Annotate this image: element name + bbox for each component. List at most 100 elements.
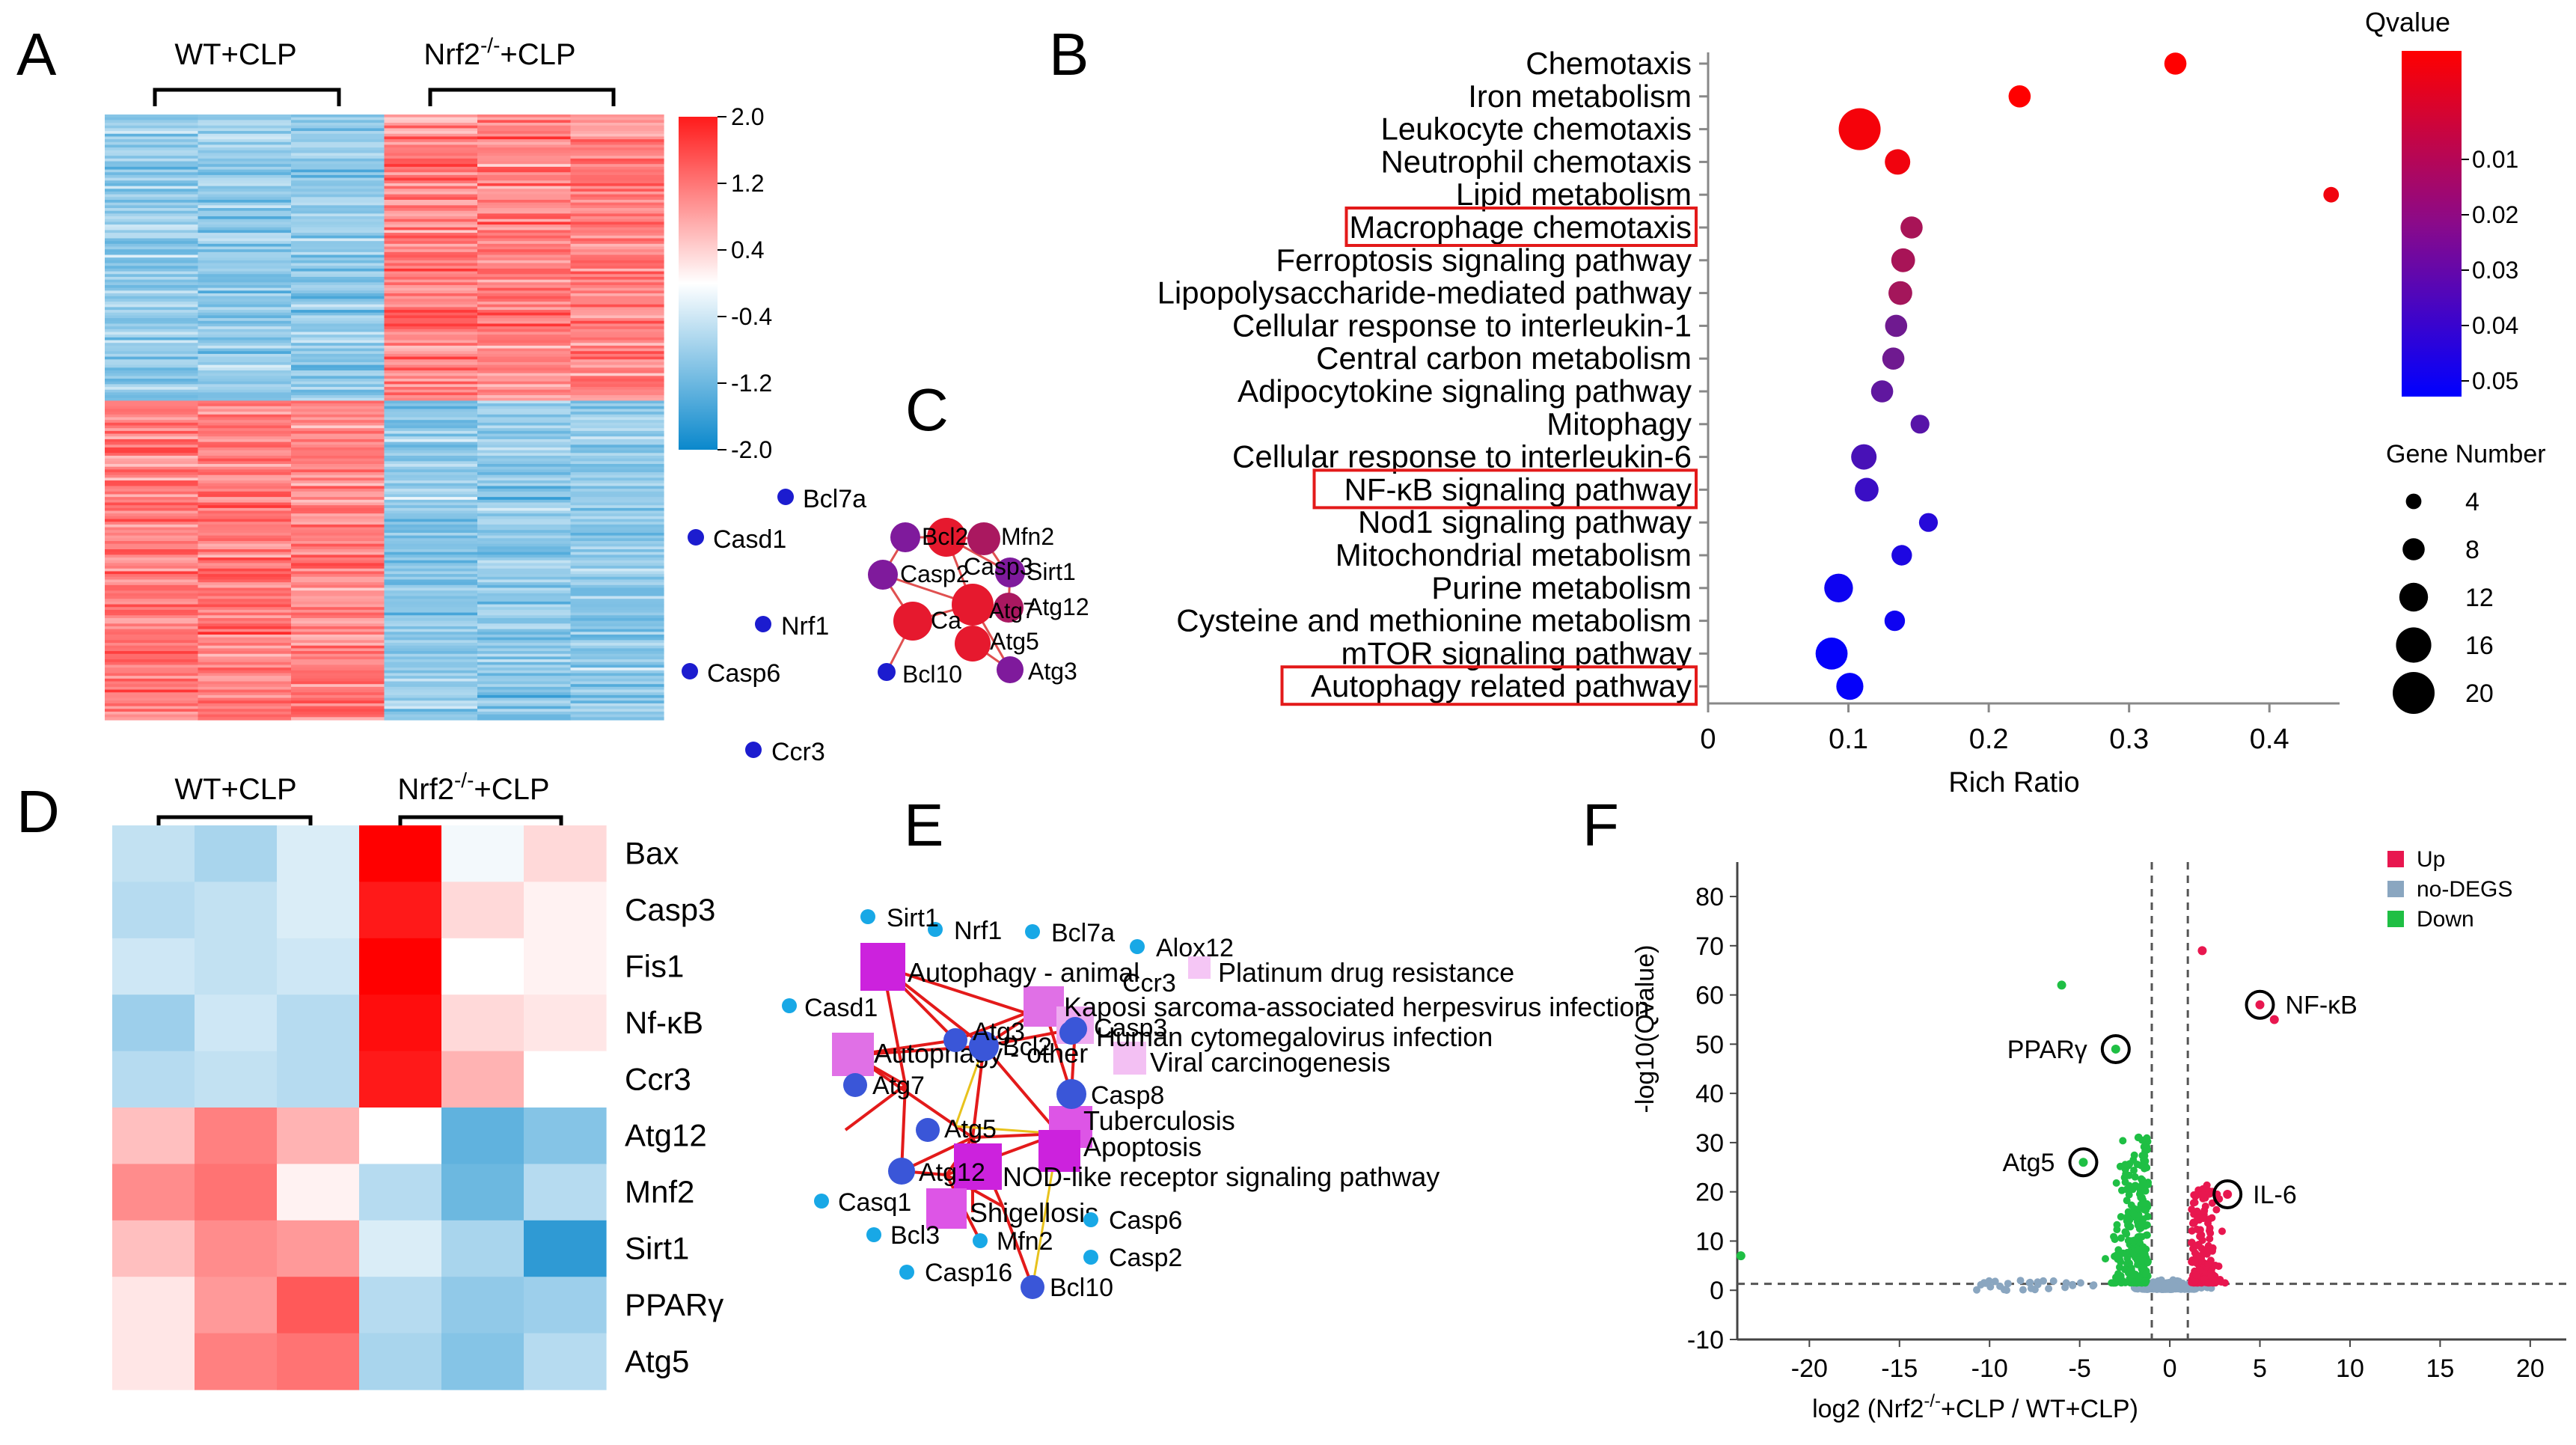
- heatmap-a-cell: [105, 472, 199, 476]
- heatmap-a-cell: [105, 620, 199, 624]
- volcano-point-nodeg: [1986, 1283, 1995, 1291]
- heatmap-a-cell: [477, 612, 572, 616]
- heatmap-a-cell: [384, 524, 478, 528]
- volcano-point-down: [2136, 1256, 2144, 1265]
- heatmap-a-cell: [198, 464, 292, 468]
- heatmap-a-cell: [291, 480, 385, 484]
- heatmap-a-cell: [570, 315, 664, 319]
- heatmap-a-cell: [570, 494, 664, 498]
- volcano-point-down: [2133, 1161, 2141, 1168]
- network-e-node-bcl7a: [1025, 924, 1040, 939]
- heatmap-a-cell: [570, 318, 664, 322]
- heatmap-a-cell: [384, 150, 478, 154]
- volcano-point-down: [2123, 1213, 2132, 1221]
- volcano-point-down: [2138, 1178, 2147, 1186]
- heatmap-a-cell: [570, 227, 664, 231]
- heatmap-a-cell: [105, 174, 199, 179]
- heatmap-a-cell: [105, 257, 199, 261]
- heatmap-a-cell: [198, 681, 292, 685]
- heatmap-a-cell: [384, 395, 478, 399]
- heatmap-a-cell: [198, 174, 292, 179]
- heatmap-a-cell: [570, 279, 664, 283]
- heatmap-a-cell: [105, 208, 199, 212]
- heatmap-a-cell: [291, 557, 385, 561]
- heatmap-a-cell: [198, 364, 292, 368]
- heatmap-a-cell: [291, 494, 385, 498]
- heatmap-a-cell: [105, 703, 199, 707]
- heatmap-a-cell: [105, 307, 199, 311]
- heatmap-a-cell: [105, 667, 199, 671]
- heatmap-a-cell: [291, 450, 385, 453]
- heatmap-a-cell: [291, 472, 385, 476]
- heatmap-a-cell: [384, 271, 478, 275]
- heatmap-d-cell: [359, 938, 442, 995]
- heatmap-a-cell: [198, 535, 292, 539]
- heatmap-a-cell: [477, 477, 572, 481]
- heatmap-a-cell: [198, 560, 292, 563]
- heatmap-a-cell: [384, 131, 478, 135]
- heatmap-a-cell: [291, 400, 385, 404]
- heatmap-a-cell: [384, 676, 478, 679]
- heatmap-d-cell: [524, 938, 607, 995]
- heatmap-a-cell: [570, 566, 664, 569]
- heatmap-d-cell: [277, 825, 360, 882]
- network-c-label-atg5: Atg5: [990, 628, 1039, 655]
- heatmap-a-cell: [477, 373, 572, 376]
- volcano-point-up: [2196, 1266, 2204, 1274]
- heatmap-a-cell: [291, 571, 385, 575]
- heatmap-a-cell: [291, 609, 385, 614]
- volcano-xlabel-tail: +CLP / WT+CLP): [1941, 1395, 2138, 1423]
- heatmap-a-cell: [477, 516, 572, 520]
- heatmap-a-cell: [570, 370, 664, 374]
- heatmap-a-cell: [477, 216, 572, 220]
- heatmap-a-cell: [477, 409, 572, 412]
- heatmap-a-cells: [105, 114, 664, 721]
- heatmap-a-cell: [570, 700, 664, 704]
- heatmap-a-cell: [384, 222, 478, 225]
- heatmap-a-cell: [384, 367, 478, 371]
- heatmap-a-cell: [291, 659, 385, 663]
- heatmap-a-cell: [105, 629, 199, 632]
- heatmap-d-cell: [195, 825, 278, 882]
- heatmap-a-cell: [384, 194, 478, 198]
- heatmap-a-cell: [291, 662, 385, 666]
- heatmap-a-cell: [384, 120, 478, 123]
- volcano-point-nodeg: [2016, 1277, 2025, 1285]
- heatmap-a-cell: [477, 568, 572, 572]
- heatmap-a-cell: [570, 502, 664, 506]
- heatmap-a-cell: [198, 596, 292, 599]
- bubble-point: [1900, 216, 1923, 239]
- heatmap-a-cell: [477, 287, 572, 291]
- heatmap-a-cell: [570, 425, 664, 429]
- bubble-term-label: Nod1 signaling pathway: [1358, 504, 1692, 540]
- heatmap-a-cell: [570, 612, 664, 616]
- heatmap-a-cell: [384, 123, 478, 126]
- heatmap-a-cell: [105, 284, 199, 289]
- heatmap-a-cell: [198, 555, 292, 558]
- bubble-term-label: Macrophage chemotaxis: [1349, 210, 1692, 245]
- heatmap-a-cell: [570, 563, 664, 566]
- heatmap-d-cell: [195, 995, 278, 1052]
- network-e-node-casp3: [1059, 1021, 1083, 1045]
- heatmap-a-cell: [291, 464, 385, 468]
- volcano-highlight-ring: [2068, 1147, 2099, 1178]
- heatmap-a-cell: [477, 530, 572, 534]
- heatmap-a-cell: [198, 483, 292, 487]
- network-e-pathway-autophagy-animal: [860, 943, 905, 991]
- heatmap-a-cell: [477, 584, 572, 589]
- heatmap-a-cell: [291, 219, 385, 223]
- heatmap-a-cell: [105, 651, 199, 655]
- heatmap-a-cell: [477, 384, 572, 388]
- heatmap-a-cell: [198, 417, 292, 421]
- heatmap-a-cell: [291, 197, 385, 201]
- heatmap-d-cell: [359, 1277, 442, 1334]
- heatmap-a-cell: [291, 673, 385, 676]
- heatmap-a-cell: [477, 387, 572, 391]
- heatmap-a-cell: [384, 136, 478, 140]
- heatmap-a-cell: [570, 332, 664, 335]
- heatmap-a-cell: [384, 450, 478, 453]
- heatmap-a-cell: [384, 483, 478, 487]
- heatmap-a-cell: [198, 516, 292, 520]
- heatmap-a-cell: [105, 191, 199, 195]
